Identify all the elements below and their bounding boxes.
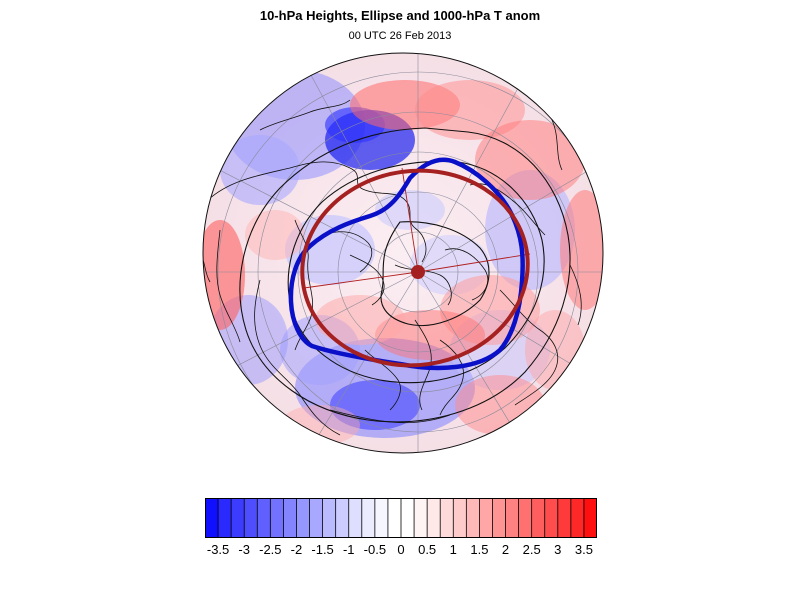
colorbar-labels: -3.5 -3 -2.5 -2 -1.5 -1 -0.5 0 0.5 1 1.5 2 2.5 3 3.5: [205, 542, 597, 562]
colorbar-tick-label: -0.5: [363, 542, 387, 557]
colorbar-swatch: [453, 498, 467, 538]
colorbar-tick-label: -1: [342, 542, 355, 557]
colorbar-swatch: [296, 498, 310, 538]
colorbar: [205, 498, 597, 538]
colorbar-tick-label: 2.5: [522, 542, 541, 557]
colorbar-tick-label: 3.5: [574, 542, 593, 557]
colorbar-swatch: [401, 498, 415, 538]
colorbar-swatch: [440, 498, 454, 538]
colorbar-swatch: [570, 498, 585, 538]
colorbar-swatch: [374, 498, 389, 538]
colorbar-swatch: [544, 498, 559, 538]
colorbar-swatch: [309, 498, 323, 538]
colorbar-swatch: [531, 498, 546, 538]
colorbar-swatch: [270, 498, 284, 538]
colorbar-tick-label: 0: [397, 542, 405, 557]
colorbar-swatch: [231, 498, 245, 538]
colorbar-swatch: [505, 498, 519, 538]
colorbar-swatch: [492, 498, 506, 538]
colorbar-swatch: [322, 498, 336, 538]
colorbar-tick-label: -1.5: [311, 542, 334, 557]
colorbar-swatch: [479, 498, 493, 538]
colorbar-tick-label: -2: [290, 542, 303, 557]
colorbar-tick-label: 2: [501, 542, 510, 557]
colorbar-swatch: [583, 498, 597, 538]
colorbar-swatch: [466, 498, 480, 538]
vortex-center-marker: [411, 265, 425, 279]
polar-map: [202, 52, 604, 454]
colorbar-swatch: [335, 498, 350, 538]
colorbar-swatch: [414, 498, 428, 538]
colorbar-tick-label: 3: [554, 542, 562, 557]
temperature-anomaly-shading: [203, 70, 603, 445]
colorbar-swatch: [427, 498, 441, 538]
colorbar-swatch: [257, 498, 271, 538]
colorbar-tick-label: -3.5: [206, 542, 230, 557]
colorbar-swatch: [557, 498, 572, 538]
colorbar-tick-label: -2.5: [259, 542, 282, 557]
colorbar-swatch: [283, 498, 297, 538]
map-subtitle: 00 UTC 26 Feb 2013: [348, 30, 452, 42]
colorbar-swatch: [518, 498, 532, 538]
colorbar-swatch: [244, 498, 258, 538]
colorbar-tick-label: 1: [449, 542, 457, 557]
colorbar-swatch: [387, 498, 402, 538]
colorbar-tick-label: 0.5: [418, 542, 437, 557]
height-contours: [239, 127, 571, 423]
colorbar-swatch: [218, 498, 232, 538]
fitted-ellipse: [300, 168, 530, 368]
colorbar-swatch: [348, 498, 363, 538]
map-boundary: [202, 52, 604, 454]
colorbar-tick-label: 1.5: [470, 542, 489, 557]
colorbar-tick-label: -3: [238, 542, 250, 557]
colorbar-swatch: [205, 498, 219, 538]
colorbar-swatch: [361, 498, 376, 538]
map-title: 10-hPa Heights, Ellipse and 1000-hPa T a…: [259, 8, 541, 23]
colorbar-border: [205, 498, 597, 538]
